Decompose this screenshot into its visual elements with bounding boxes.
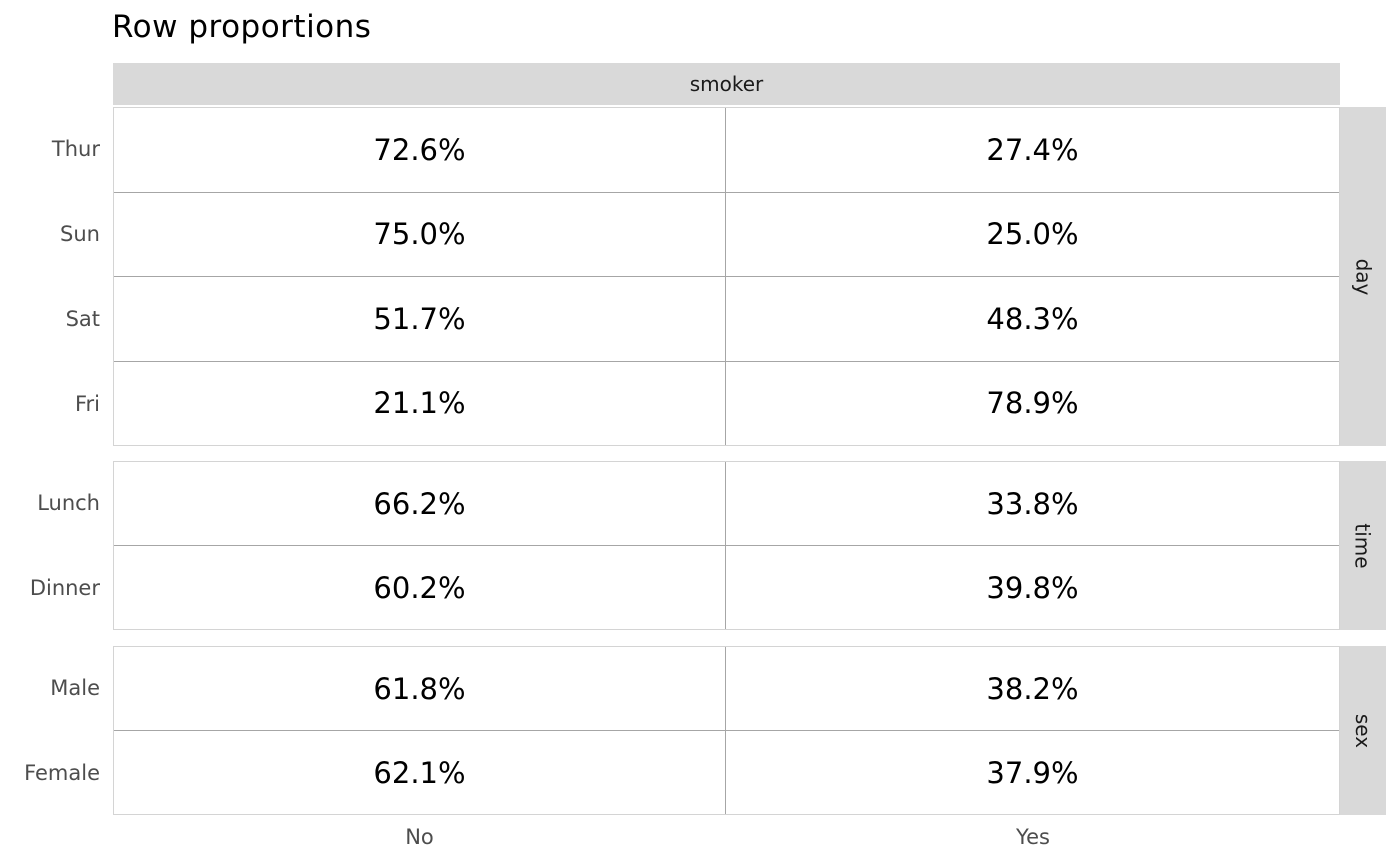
column-group-label: smoker bbox=[689, 72, 764, 96]
x-axis-label-yes: Yes bbox=[1016, 825, 1050, 849]
table-row-male: 61.8% 38.2% bbox=[114, 647, 1339, 730]
table-row-sun: 75.0% 25.0% bbox=[114, 191, 1339, 276]
table-row-thur: 72.6% 27.4% bbox=[114, 108, 1339, 192]
cell-thur-yes: 27.4% bbox=[986, 132, 1079, 167]
row-label-lunch: Lunch bbox=[37, 491, 100, 516]
cell-sat-yes: 48.3% bbox=[986, 301, 1079, 336]
cell-sun-yes: 25.0% bbox=[986, 217, 1079, 252]
facet-strip-time-label: time bbox=[1351, 522, 1375, 569]
facet-strip-sex: sex bbox=[1340, 646, 1386, 815]
panel-day: 72.6% 27.4% 75.0% 25.0% 51.7% 48.3% 21.1… bbox=[113, 107, 1340, 446]
row-label-sat: Sat bbox=[65, 306, 100, 331]
table-row-fri: 21.1% 78.9% bbox=[114, 360, 1339, 445]
cell-female-yes: 37.9% bbox=[986, 755, 1079, 790]
facet-strip-day-label: day bbox=[1350, 258, 1375, 295]
x-axis-label-no: No bbox=[405, 825, 434, 849]
cell-lunch-no: 66.2% bbox=[114, 462, 726, 545]
y-axis-labels-time: Lunch Dinner bbox=[0, 461, 100, 630]
row-label-female: Female bbox=[24, 760, 100, 785]
facet-strip-day: day bbox=[1340, 107, 1386, 446]
cell-dinner-yes: 39.8% bbox=[986, 570, 1079, 605]
table-row-dinner: 60.2% 39.8% bbox=[114, 545, 1339, 629]
y-axis-labels-sex: Male Female bbox=[0, 646, 100, 815]
table-row-lunch: 66.2% 33.8% bbox=[114, 462, 1339, 545]
cell-lunch-yes: 33.8% bbox=[986, 486, 1079, 521]
cell-male-yes: 38.2% bbox=[986, 671, 1079, 706]
column-group-strip: smoker bbox=[113, 63, 1340, 105]
row-label-sun: Sun bbox=[60, 222, 100, 247]
panel-time: 66.2% 33.8% 60.2% 39.8% bbox=[113, 461, 1340, 630]
facet-strip-time: time bbox=[1340, 461, 1386, 630]
row-label-dinner: Dinner bbox=[29, 575, 100, 600]
cell-fri-yes: 78.9% bbox=[986, 386, 1079, 421]
cell-sat-no: 51.7% bbox=[114, 277, 726, 361]
table-row-sat: 51.7% 48.3% bbox=[114, 276, 1339, 361]
cell-sun-no: 75.0% bbox=[114, 192, 726, 276]
cell-dinner-no: 60.2% bbox=[114, 546, 726, 629]
row-label-thur: Thur bbox=[51, 137, 100, 162]
cell-male-no: 61.8% bbox=[114, 647, 726, 730]
cell-thur-no: 72.6% bbox=[114, 108, 726, 192]
cell-female-no: 62.1% bbox=[114, 731, 726, 814]
panel-sex: 61.8% 38.2% 62.1% 37.9% bbox=[113, 646, 1340, 815]
chart-title: Row proportions bbox=[112, 9, 372, 45]
row-label-male: Male bbox=[50, 676, 100, 701]
cell-fri-no: 21.1% bbox=[114, 361, 726, 445]
y-axis-labels-day: Thur Sun Sat Fri bbox=[0, 107, 100, 446]
table-row-female: 62.1% 37.9% bbox=[114, 730, 1339, 814]
facet-strip-sex-label: sex bbox=[1351, 713, 1375, 748]
row-label-fri: Fri bbox=[74, 391, 100, 416]
